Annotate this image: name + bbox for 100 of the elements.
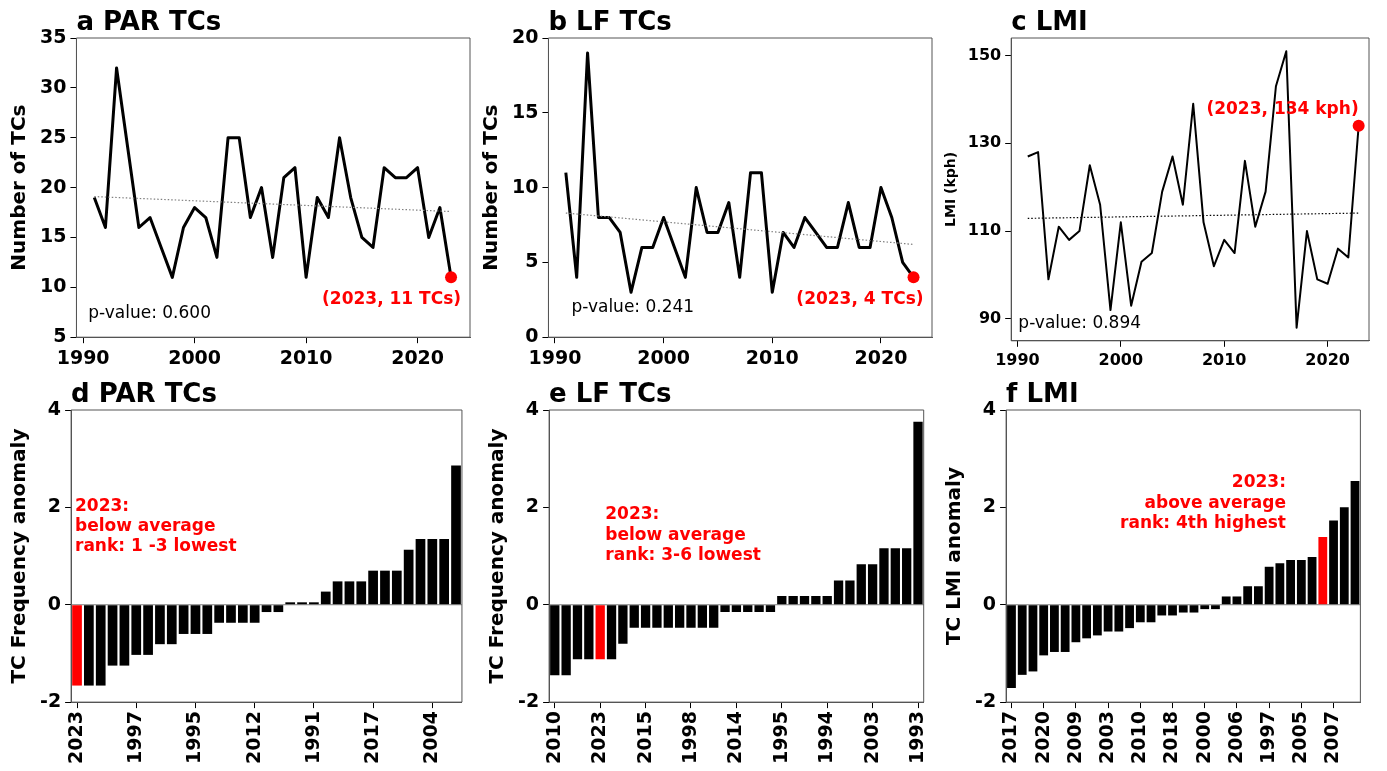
bar: [380, 570, 390, 605]
x-tick-label: 1998: [677, 711, 700, 765]
chart-title: b LF TCs: [548, 5, 672, 36]
x-tick-label: 1993: [904, 711, 927, 765]
x-tick-label: 2015: [632, 711, 655, 765]
y-tick-label: 2: [47, 494, 62, 517]
bar: [754, 605, 764, 613]
bar: [550, 605, 560, 676]
bar: [618, 605, 628, 644]
bar: [95, 605, 106, 686]
bar: [1200, 605, 1210, 610]
annotation: p-value: 0.600: [88, 302, 211, 323]
bar: [686, 605, 696, 628]
y-tick-label: 0: [47, 591, 62, 614]
bar: [709, 605, 719, 628]
x-tick-label: 2010: [745, 345, 799, 368]
bar: [320, 591, 331, 605]
bar: [1307, 557, 1317, 605]
bar: [572, 605, 583, 660]
bar: [415, 539, 426, 605]
bar: [1221, 596, 1231, 605]
y-tick-label: 4: [47, 396, 62, 419]
bar: [845, 580, 855, 605]
bar: [237, 605, 248, 623]
y-tick-label: 2: [982, 494, 997, 517]
x-tick-label: 2020: [1305, 349, 1350, 369]
bar: [629, 605, 639, 628]
y-tick-label: 35: [39, 24, 67, 47]
bar: [799, 595, 810, 605]
bar: [811, 595, 821, 605]
y-tick-label: 5: [525, 249, 539, 272]
x-tick-label: 1995: [182, 711, 205, 765]
bar: [226, 605, 236, 623]
y-tick-label: 15: [39, 224, 67, 247]
y-tick-label: 30: [39, 74, 67, 97]
bar: [788, 595, 798, 605]
bar: [640, 605, 651, 628]
y-tick-label: 2: [525, 494, 540, 517]
bar: [119, 605, 130, 666]
x-tick-label: 2007: [1320, 711, 1343, 765]
bar: [1329, 520, 1338, 605]
bar: [1082, 605, 1092, 639]
bar: [1103, 605, 1113, 632]
bar: [1350, 481, 1360, 605]
x-tick-label: 1997: [123, 711, 146, 765]
bar: [1050, 605, 1059, 652]
y-tick-label: 20: [511, 24, 539, 47]
annotation: p-value: 0.894: [1018, 311, 1142, 332]
y-axis-title: TC LMI anomaly: [941, 467, 966, 646]
bar: [1243, 586, 1253, 605]
bar: [731, 605, 742, 613]
x-tick-label: 2000: [637, 345, 691, 368]
y-tick-label: 150: [967, 44, 1002, 64]
bar: [822, 595, 832, 605]
bar: [332, 581, 343, 605]
annotation: p-value: 0.241: [571, 296, 695, 317]
chart-title: d PAR TCs: [71, 377, 217, 408]
y-tick-label: 110: [967, 220, 1002, 240]
bar: [439, 539, 450, 605]
y-tick-label: 10: [39, 274, 67, 297]
bar: [1253, 586, 1263, 605]
y-tick-label: 0: [525, 591, 540, 614]
annotation: (2023, 11 TCs): [322, 288, 462, 309]
bar: [451, 465, 461, 605]
bar: [143, 605, 153, 655]
y-tick-label: 90: [978, 308, 1002, 328]
y-tick-label: -2: [518, 689, 540, 712]
x-tick-label: 1990: [995, 349, 1040, 369]
x-tick-label: 2004: [419, 711, 442, 765]
bar: [1178, 605, 1188, 613]
bar: [606, 605, 617, 660]
annotation: (2023, 4 TCs): [796, 288, 924, 309]
bar: [856, 564, 866, 605]
bar: [1135, 605, 1145, 623]
chart-title: f LMI: [1006, 377, 1079, 408]
y-axis-title: LMI (kph): [942, 151, 959, 227]
bar: [652, 605, 662, 628]
x-tick-label: 1990: [56, 345, 110, 368]
bar: [1039, 605, 1049, 656]
bar: [155, 605, 165, 645]
bar: [166, 605, 177, 645]
y-tick-label: -2: [975, 689, 997, 712]
bar: [214, 605, 225, 623]
bar: [1146, 605, 1156, 623]
bar: [1125, 605, 1134, 629]
x-tick-label: 2010: [1127, 711, 1150, 765]
bar: [131, 605, 142, 655]
bar: [1092, 605, 1102, 636]
x-tick-label: 2000: [1098, 349, 1144, 369]
bar: [1232, 596, 1242, 605]
x-tick-label: 2023: [63, 711, 86, 765]
x-tick-label: 2010: [279, 345, 333, 368]
y-axis-title: TC Frequency anomaly: [6, 428, 31, 684]
y-tick-label: 0: [982, 591, 997, 614]
bar: [344, 581, 355, 605]
bar: [561, 605, 571, 676]
x-tick-label: 1991: [300, 711, 323, 765]
x-tick-label: 2003: [859, 711, 882, 765]
bar: [1007, 605, 1016, 688]
bar: [261, 605, 272, 613]
